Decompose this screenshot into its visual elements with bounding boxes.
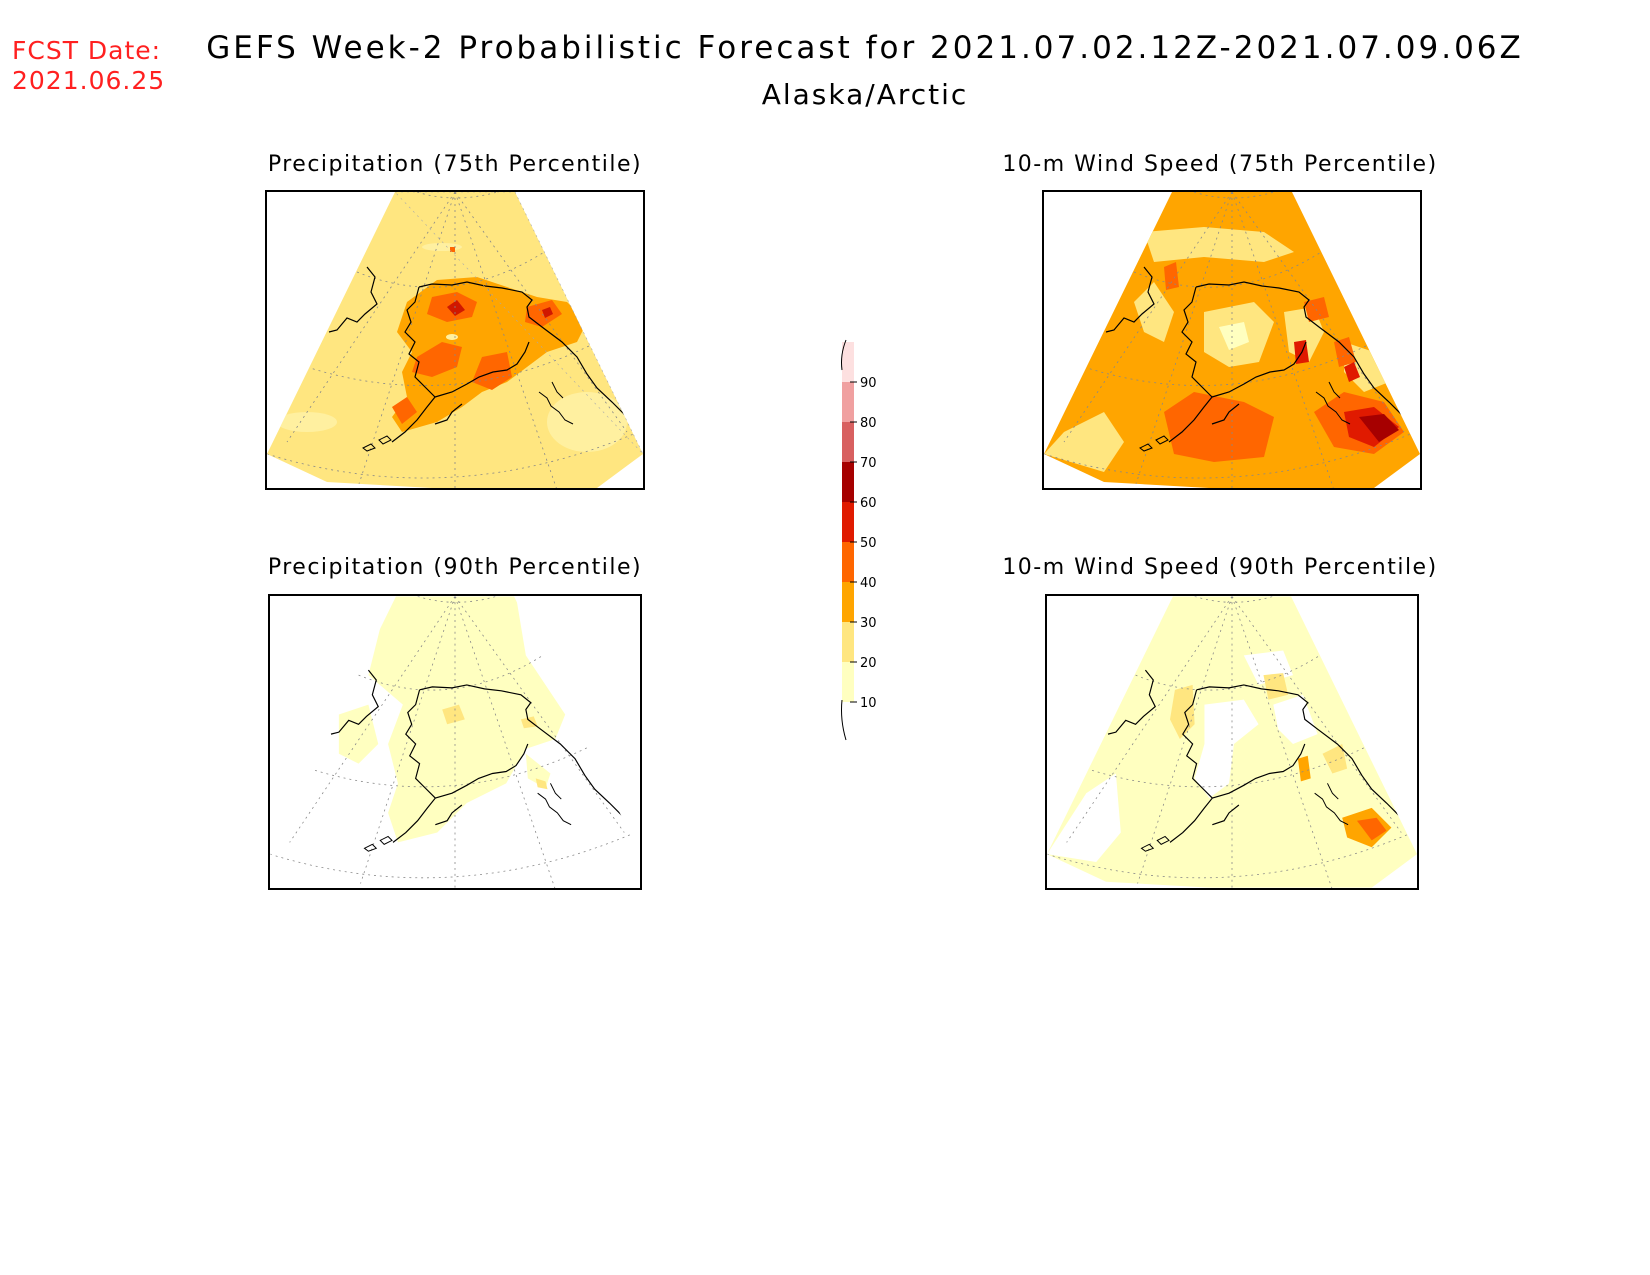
colorbar-box bbox=[842, 622, 854, 662]
forecast-date-label: FCST Date: bbox=[12, 36, 162, 65]
colorbar-box bbox=[842, 582, 854, 622]
panel-title-precip-75: Precipitation (75th Percentile) bbox=[267, 152, 643, 177]
colorbar-label: 10 bbox=[860, 696, 877, 711]
map-precip-90 bbox=[268, 594, 642, 890]
colorbar-label: 70 bbox=[860, 456, 877, 471]
region-subtitle: Alaska/Arctic bbox=[761, 78, 969, 111]
colorbar-label: 30 bbox=[860, 616, 877, 631]
forecast-date-value: 2021.06.25 bbox=[12, 66, 166, 95]
colorbar-box bbox=[842, 422, 854, 462]
colorbar-box bbox=[842, 502, 854, 542]
forecast-date: FCST Date: 2021.06.25 bbox=[12, 36, 165, 96]
panel-title-wind-75: 10-m Wind Speed (75th Percentile) bbox=[1002, 152, 1438, 177]
colorbar-label: 50 bbox=[860, 536, 877, 551]
colorbar-label: 90 bbox=[860, 376, 877, 391]
colorbar-box bbox=[842, 542, 854, 582]
colorbar-box bbox=[842, 662, 854, 702]
panel-title-wind-90: 10-m Wind Speed (90th Percentile) bbox=[1002, 555, 1438, 580]
colorbar-box bbox=[842, 462, 854, 502]
colorbar-box bbox=[842, 342, 854, 382]
colorbar-legend: 10 20 30 40 50 60 70 80 90 bbox=[841, 339, 877, 741]
map-wind-75 bbox=[1042, 190, 1422, 490]
colorbar-label: 80 bbox=[860, 416, 877, 431]
panel-title-precip-90: Precipitation (90th Percentile) bbox=[267, 555, 643, 580]
colorbar-label: 40 bbox=[860, 576, 877, 591]
colorbar-label: 60 bbox=[860, 496, 877, 511]
map-wind-90 bbox=[1045, 594, 1419, 890]
colorbar-label: 20 bbox=[860, 656, 877, 671]
main-title: GEFS Week-2 Probabilistic Forecast for 2… bbox=[206, 30, 1524, 66]
map-precip-75 bbox=[265, 190, 645, 490]
colorbar-box bbox=[842, 382, 854, 422]
